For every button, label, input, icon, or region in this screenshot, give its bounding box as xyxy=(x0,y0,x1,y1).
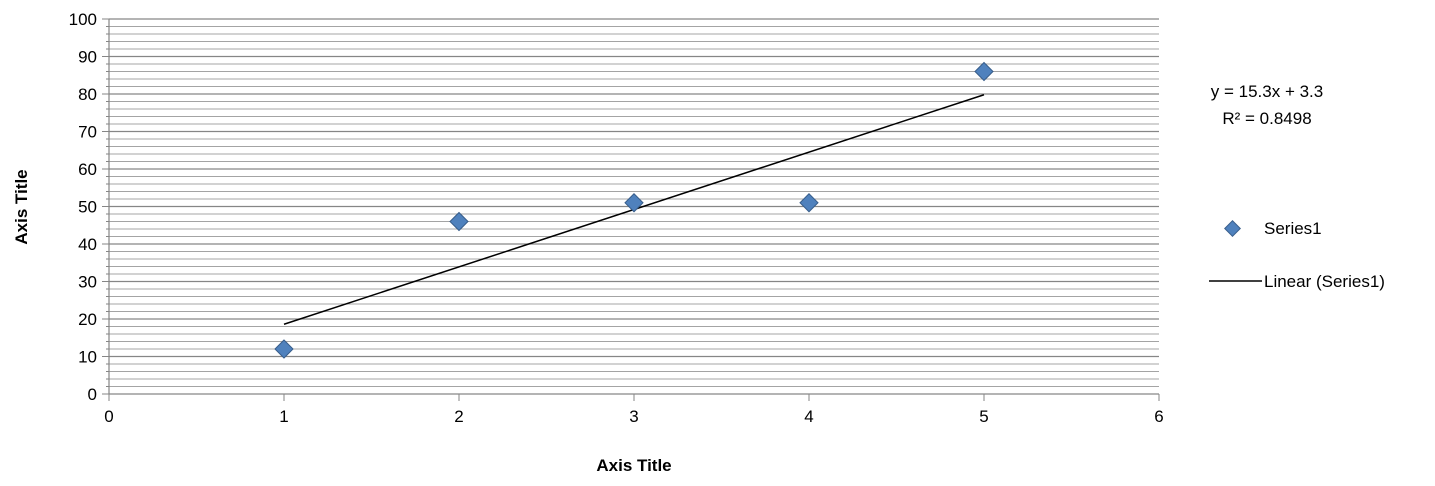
legend: Series1 Linear (Series1) xyxy=(1209,219,1385,291)
y-tick-label: 40 xyxy=(78,235,97,254)
data-point-diamond xyxy=(624,193,644,213)
x-tick-label: 0 xyxy=(104,407,113,426)
data-point-diamond xyxy=(274,339,294,359)
x-axis-title: Axis Title xyxy=(596,456,671,475)
y-tick-label: 30 xyxy=(78,273,97,292)
y-tick-label: 0 xyxy=(88,385,97,404)
x-tick-label: 5 xyxy=(979,407,988,426)
y-tick-label: 50 xyxy=(78,198,97,217)
y-tick-label: 100 xyxy=(69,10,97,29)
x-tick-label: 4 xyxy=(804,407,813,426)
y-tick-label: 80 xyxy=(78,85,97,104)
y-tick-label: 70 xyxy=(78,123,97,142)
data-point-diamond xyxy=(449,211,469,232)
y-tick-label: 10 xyxy=(78,348,97,367)
trendline-equation: y = 15.3x + 3.3 xyxy=(1211,82,1323,101)
tick-labels: 0 10 20 30 40 50 60 70 80 90 100 0 1 2 3 4 5 6 xyxy=(69,10,1164,426)
axes xyxy=(102,18,1160,401)
y-tick-label: 20 xyxy=(78,310,97,329)
y-tick-label: 90 xyxy=(78,48,97,67)
data-points xyxy=(274,61,994,359)
x-tick-label: 1 xyxy=(279,407,288,426)
legend-series1-diamond-icon xyxy=(1224,220,1241,237)
trendline-r-squared: R² = 0.8498 xyxy=(1222,109,1311,128)
data-point-diamond xyxy=(974,61,994,82)
x-tick-label: 2 xyxy=(454,407,463,426)
y-axis-title: Axis Title xyxy=(12,169,31,244)
legend-series1-label: Series1 xyxy=(1264,219,1322,238)
data-point-diamond xyxy=(799,193,819,213)
y-tick-label: 60 xyxy=(78,160,97,179)
x-tick-label: 3 xyxy=(629,407,638,426)
x-tick-label: 6 xyxy=(1154,407,1163,426)
legend-linear-label: Linear (Series1) xyxy=(1264,272,1385,291)
